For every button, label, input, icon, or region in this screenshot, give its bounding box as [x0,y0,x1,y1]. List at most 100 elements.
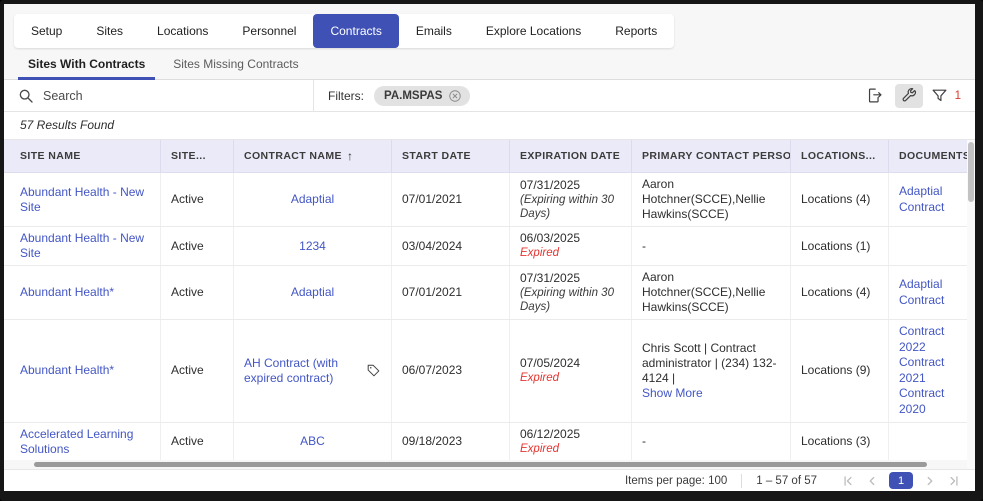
start-date: 06/07/2023 [392,320,510,422]
primary-contact: - [642,434,646,449]
items-per-page-value[interactable]: 100 [708,474,728,487]
documents-cell [889,423,975,460]
document-link[interactable]: Adaptial Contract [899,276,945,307]
previous-page-icon[interactable] [865,474,879,488]
table-row: Abundant Health* Active Adaptial 07/01/2… [4,266,975,320]
contract-name-link[interactable]: Adaptial [290,285,335,299]
contract-name-link[interactable]: Adaptial [290,192,335,206]
table-row: Accelerated Learning Solutions Active AB… [4,422,975,460]
vertical-scrollbar[interactable] [967,140,975,469]
contract-name-link[interactable]: AH Contract (with expired contract) [244,355,339,385]
pagination-divider [741,473,743,488]
pagination-bar: Items per page: 100 1 – 57 of 57 1 [4,469,975,491]
col-primary-contact[interactable]: PRIMARY CONTACT PERSON [632,140,791,172]
subtab-sites-with-contracts[interactable]: Sites With Contracts [14,48,159,80]
tab-personnel[interactable]: Personnel [242,24,297,38]
contract-name-link[interactable]: 1234 [299,238,326,253]
tab-locations[interactable]: Locations [157,24,209,38]
locations-link[interactable]: Locations (4) [791,173,889,226]
site-name-link[interactable]: Abundant Health* [20,285,115,299]
vertical-scroll-thumb[interactable] [968,142,974,202]
subtab-sites-missing-contracts[interactable]: Sites Missing Contracts [173,56,299,71]
toolbar-actions: 1 [861,83,975,108]
locations-link[interactable]: Locations (3) [791,422,889,460]
site-name-link[interactable]: Abundant Health* [20,363,115,378]
filter-chip[interactable]: PA.MSPAS [374,85,471,106]
tab-setup[interactable]: Setup [31,24,63,38]
sort-asc-icon[interactable]: ↑ [346,149,354,163]
items-per-page-label: Items per page: [624,474,705,487]
expiration-status: (Expiring within 30 Days) [520,286,614,313]
document-link[interactable]: Contract 2020 [899,386,945,416]
site-status: Active [161,266,234,319]
site-name-link[interactable]: Abundant Health - New Site [20,231,145,260]
horizontal-scrollbar[interactable] [4,460,975,469]
start-date: 07/01/2021 [392,266,510,319]
primary-contact: Chris Scott | Contract administrator | (… [642,340,777,385]
col-expiration-date[interactable]: EXPIRATION DATE [510,140,632,172]
start-date: 09/18/2023 [392,422,510,460]
document-link[interactable]: Contract 2021 [899,355,945,385]
search-box[interactable] [4,80,314,111]
tab-contracts[interactable]: Contracts [313,14,399,48]
col-documents[interactable]: DOCUMENTS [899,150,971,162]
show-more-link[interactable]: Show More [642,385,703,400]
toolbar: Filters: PA.MSPAS 1 [4,80,975,112]
items-per-page: Items per page: 100 [625,475,727,487]
primary-contact: - [642,238,646,253]
col-contract-name[interactable]: CONTRACT NAME ↑ [234,140,392,172]
expiration-date: 07/05/2024 [520,356,581,371]
tab-reports[interactable]: Reports [615,24,658,38]
col-site-status[interactable]: SITE... [161,140,234,172]
current-page-button[interactable]: 1 [889,472,913,489]
col-start-date[interactable]: START DATE [392,140,510,172]
nav-tab-bar: Setup Sites Locations Personnel Contracts Ema… [14,14,675,48]
first-page-icon[interactable] [841,474,855,488]
documents-cell: Contract 2022 Contract 2021 Contract 2020 [889,320,975,422]
locations-link[interactable]: Locations (1) [791,227,889,265]
site-status: Active [161,320,234,422]
wrench-icon[interactable] [894,83,923,108]
expiration-status: Expired [520,372,559,385]
col-locations[interactable]: LOCATIONS... [791,140,889,172]
contracts-panel: Filters: PA.MSPAS 1 [4,80,975,491]
search-icon [18,88,34,104]
results-count: 57 Results Found [4,112,975,140]
expiration-status: (Expiring within 30 Days) [520,193,614,220]
site-status: Active [161,422,234,460]
document-link[interactable]: Adaptial Contract [899,183,945,214]
site-name-link[interactable]: Accelerated Learning Solutions [20,426,134,456]
col-contract-name-label: CONTRACT NAME [244,150,342,162]
expiration-status: Expired [520,442,559,455]
next-page-icon[interactable] [923,474,937,488]
contracts-table: SITE NAME SITE... CONTRACT NAME ↑ START … [4,140,975,469]
table-row: Abundant Health - New Site Active 1234 0… [4,227,975,266]
tab-explore-locations[interactable]: Explore Locations [485,24,582,38]
last-page-icon[interactable] [947,474,961,488]
search-input[interactable] [43,88,299,103]
locations-link[interactable]: Locations (4) [791,266,889,319]
table-body: Abundant Health - New Site Active Adapti… [4,173,975,460]
page-range: 1 – 57 of 57 [756,474,817,487]
site-name-link[interactable]: Abundant Health - New Site [20,184,145,214]
filter-count-badge: 1 [954,89,961,102]
primary-contact: Aaron Hotchner(SCCE),Nellie Hawkins(SCCE… [642,270,766,314]
table-header: SITE NAME SITE... CONTRACT NAME ↑ START … [4,140,975,173]
horizontal-scroll-thumb[interactable] [34,462,927,467]
locations-link[interactable]: Locations (9) [791,320,889,422]
expiration-status: Expired [520,247,559,260]
chip-remove-icon[interactable] [448,89,462,103]
expiration-date: 06/12/2025 [520,426,581,441]
tab-emails[interactable]: Emails [415,24,452,38]
document-link[interactable]: Contract 2022 [899,324,945,354]
table-row: Abundant Health* Active AH Contract (wit… [4,320,975,423]
filter-icon[interactable] [929,84,951,108]
tab-sites[interactable]: Sites [96,24,124,38]
subtab-bar: Sites With Contracts Sites Missing Contra… [4,48,975,80]
filters-label: Filters: [328,88,364,103]
contract-name-link[interactable]: ABC [300,434,325,449]
col-site-name[interactable]: SITE NAME [4,140,161,172]
site-status: Active [161,227,234,265]
export-icon[interactable] [861,84,889,108]
